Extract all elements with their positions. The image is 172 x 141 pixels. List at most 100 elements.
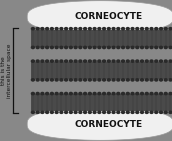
Circle shape — [164, 111, 168, 114]
Circle shape — [102, 92, 106, 95]
Circle shape — [59, 111, 64, 114]
Circle shape — [31, 78, 35, 82]
Circle shape — [45, 92, 49, 95]
Circle shape — [107, 46, 111, 49]
Circle shape — [88, 27, 92, 31]
Polygon shape — [27, 1, 172, 33]
Circle shape — [116, 92, 121, 95]
Circle shape — [145, 111, 149, 114]
Circle shape — [140, 92, 144, 95]
Circle shape — [102, 78, 106, 82]
Circle shape — [50, 111, 54, 114]
Circle shape — [69, 78, 73, 82]
Circle shape — [111, 46, 116, 49]
Circle shape — [59, 78, 64, 82]
Circle shape — [73, 59, 78, 63]
Circle shape — [111, 59, 116, 63]
Circle shape — [64, 92, 68, 95]
Circle shape — [121, 46, 125, 49]
Circle shape — [121, 92, 125, 95]
Circle shape — [145, 59, 149, 63]
Circle shape — [78, 78, 83, 82]
Circle shape — [83, 27, 87, 31]
Circle shape — [64, 78, 68, 82]
Circle shape — [31, 59, 35, 63]
Circle shape — [159, 59, 163, 63]
Circle shape — [35, 27, 40, 31]
Circle shape — [35, 111, 40, 114]
Circle shape — [97, 111, 101, 114]
Circle shape — [54, 78, 59, 82]
Circle shape — [83, 92, 87, 95]
Circle shape — [69, 111, 73, 114]
Circle shape — [102, 59, 106, 63]
Bar — [31, 94, 172, 111]
Circle shape — [168, 46, 172, 49]
Circle shape — [135, 111, 139, 114]
Bar — [31, 62, 172, 79]
Circle shape — [64, 111, 68, 114]
Circle shape — [97, 78, 101, 82]
Circle shape — [45, 111, 49, 114]
Circle shape — [35, 46, 40, 49]
Circle shape — [54, 27, 59, 31]
Circle shape — [159, 46, 163, 49]
Circle shape — [140, 111, 144, 114]
Circle shape — [107, 27, 111, 31]
Circle shape — [92, 111, 97, 114]
Circle shape — [35, 59, 40, 63]
Circle shape — [168, 111, 172, 114]
Circle shape — [121, 59, 125, 63]
Circle shape — [50, 59, 54, 63]
Circle shape — [97, 27, 101, 31]
Circle shape — [126, 46, 130, 49]
Circle shape — [54, 92, 59, 95]
Circle shape — [164, 92, 168, 95]
Circle shape — [135, 59, 139, 63]
Circle shape — [83, 78, 87, 82]
Circle shape — [35, 92, 40, 95]
Circle shape — [35, 78, 40, 82]
Circle shape — [78, 27, 83, 31]
Circle shape — [78, 59, 83, 63]
Circle shape — [97, 92, 101, 95]
Circle shape — [168, 59, 172, 63]
Circle shape — [88, 59, 92, 63]
Circle shape — [50, 92, 54, 95]
Circle shape — [31, 46, 35, 49]
Circle shape — [64, 59, 68, 63]
Circle shape — [149, 111, 154, 114]
Circle shape — [31, 92, 35, 95]
Circle shape — [88, 111, 92, 114]
Circle shape — [40, 78, 45, 82]
Circle shape — [64, 27, 68, 31]
Circle shape — [154, 27, 158, 31]
Circle shape — [31, 111, 35, 114]
Circle shape — [31, 27, 35, 31]
Circle shape — [140, 46, 144, 49]
Circle shape — [149, 92, 154, 95]
Circle shape — [149, 27, 154, 31]
Circle shape — [59, 46, 64, 49]
Circle shape — [111, 92, 116, 95]
Circle shape — [135, 78, 139, 82]
Circle shape — [64, 46, 68, 49]
Circle shape — [69, 92, 73, 95]
Circle shape — [54, 46, 59, 49]
Circle shape — [126, 92, 130, 95]
Circle shape — [116, 59, 121, 63]
Circle shape — [121, 27, 125, 31]
Circle shape — [130, 46, 135, 49]
Circle shape — [45, 59, 49, 63]
Circle shape — [154, 92, 158, 95]
Circle shape — [145, 92, 149, 95]
Circle shape — [78, 92, 83, 95]
Circle shape — [102, 27, 106, 31]
Circle shape — [116, 27, 121, 31]
Circle shape — [111, 111, 116, 114]
Text: CORNEOCYTE: CORNEOCYTE — [75, 12, 143, 21]
Circle shape — [121, 111, 125, 114]
Circle shape — [73, 46, 78, 49]
Circle shape — [40, 111, 45, 114]
Text: this is the
intercellular space: this is the intercellular space — [1, 43, 12, 98]
